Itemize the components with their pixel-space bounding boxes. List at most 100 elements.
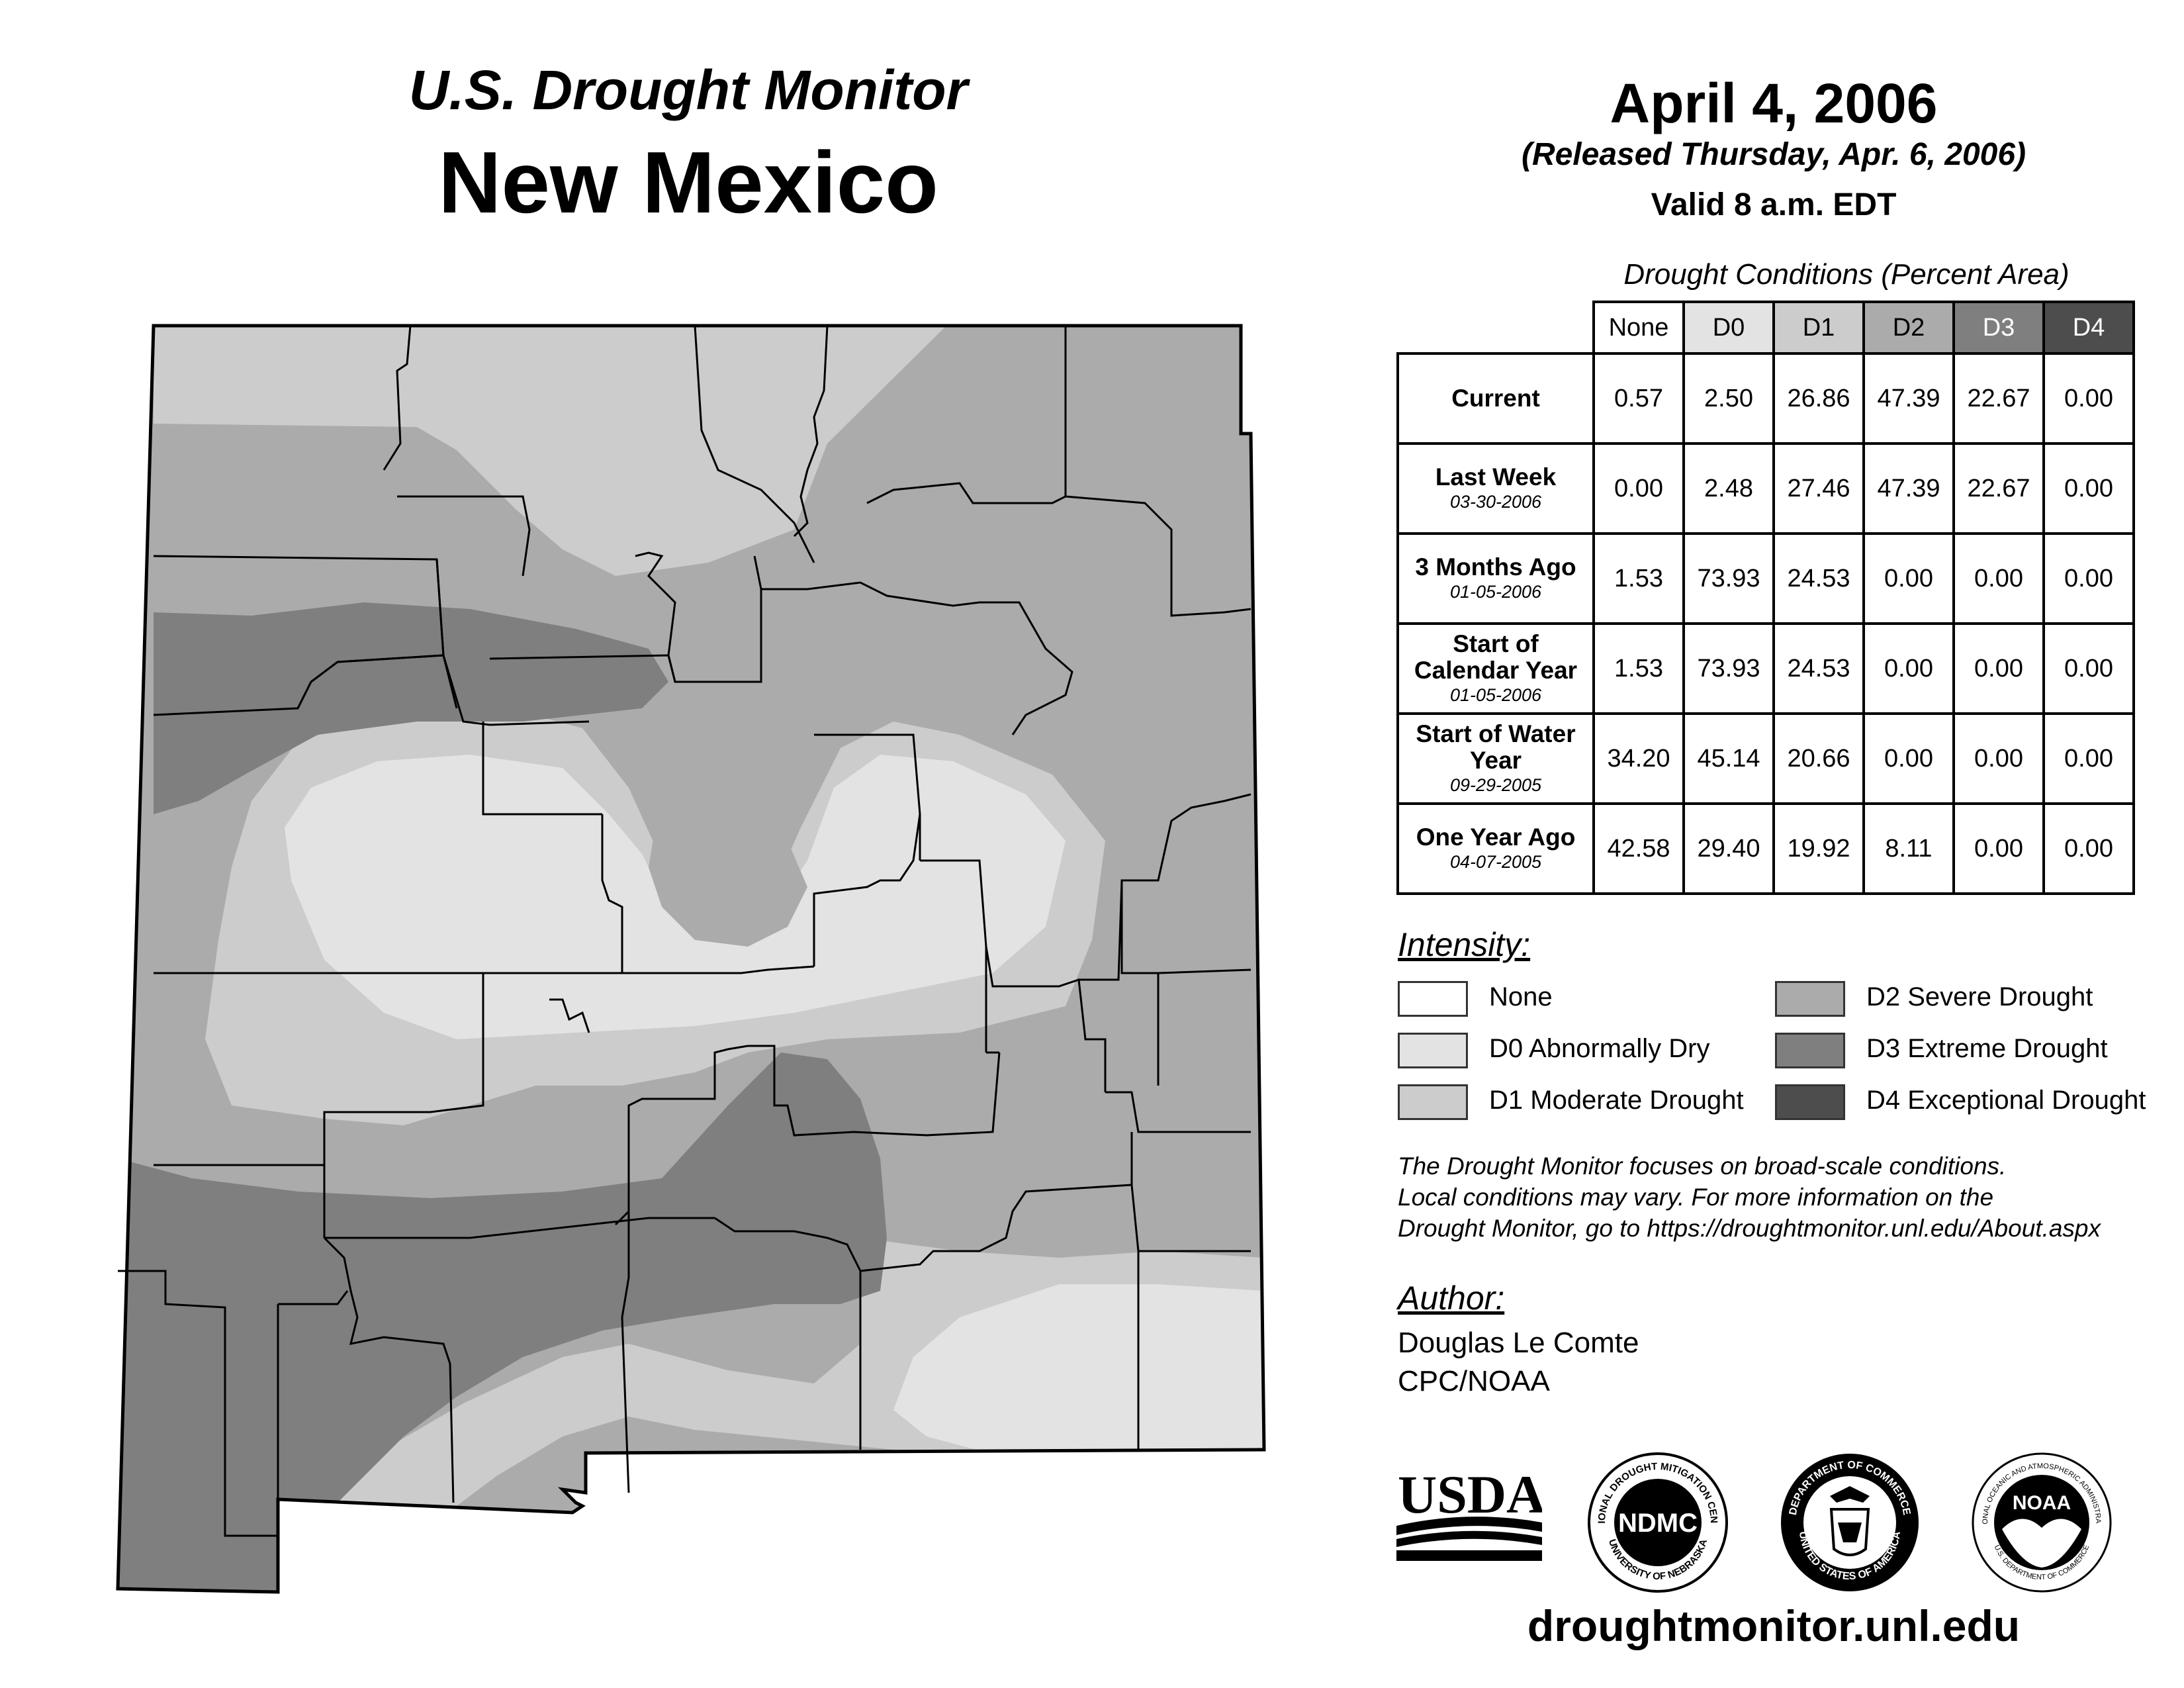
note-line: Drought Monitor, go to https://droughtmo… [1398,1215,2101,1242]
table-cell: 47.39 [1862,442,1955,535]
noaa-logo: NATIONAL OCEANIC AND ATMOSPHERIC ADMINIS… [1969,1450,2112,1593]
table-cell: 0.00 [1952,622,2045,715]
row-label: Start of Water Year 09-29-2005 [1396,712,1595,805]
table-cell: 42.58 [1592,802,1685,895]
table-cell: 0.57 [1592,352,1685,445]
usda-stripe [1396,1550,1542,1561]
row-label-text: 3 Months Ago [1415,553,1576,581]
release-date: (Released Thursday, Apr. 6, 2006) [1521,137,2026,172]
table-cell: 2.48 [1682,442,1775,535]
drought-d3-northwest [154,602,668,814]
ship-icon [1838,1523,1862,1542]
usda-stripe [1396,1517,1542,1535]
row-label-text: One Year Ago [1416,823,1576,851]
footer-url[interactable]: droughtmonitor.unl.edu [1527,1601,2021,1650]
row-date: 09-29-2005 [1449,775,1542,795]
drought-d2-center [649,801,807,947]
legend-swatch-d4 [1775,1084,1845,1120]
col-header-d2: D2 [1862,301,1955,355]
legend-label-d0: D0 Abnormally Dry [1489,1034,1710,1063]
legend-label-none: None [1489,982,1553,1011]
legend-label-d4: D4 Exceptional Drought [1866,1086,2146,1115]
table-cell: 0.00 [1862,532,1955,625]
note-line: The Drought Monitor focuses on broad-sca… [1398,1152,2007,1180]
usda-logo-text: USDA [1398,1464,1542,1524]
row-label-text: Current [1451,385,1540,412]
table-cell: 0.00 [2042,622,2135,715]
drought-conditions-table: None D0 D1 D2 D3 D4 Current 0.57 2.50 26… [1396,301,2135,895]
row-label: Current [1396,352,1595,445]
table-cell: 22.67 [1952,442,2045,535]
table-cell: 1.53 [1592,622,1685,715]
table-row-start-water-year: Start of Water Year 09-29-2005 34.20 45.1… [1396,712,2135,805]
row-label: Last Week 03-30-2006 [1396,442,1595,535]
row-label: 3 Months Ago 01-05-2006 [1396,532,1595,625]
legend-label-d2: D2 Severe Drought [1866,982,2093,1011]
author-name: Douglas Le Comte [1398,1327,1639,1359]
county-boundaries [118,325,1251,1537]
table-cell: 0.00 [2042,532,2135,625]
legend-swatch-d2 [1775,981,1845,1017]
legend-label-d3: D3 Extreme Drought [1866,1034,2108,1063]
table-cell: 27.46 [1772,442,1865,535]
usda-stripe [1396,1530,1542,1547]
table-row-one-year-ago: One Year Ago 04-07-2005 42.58 29.40 19.92… [1396,802,2135,895]
table-cell: 22.67 [1952,352,2045,445]
table-row-start-calendar-year: Start of Calendar Year 01-05-2006 1.53 73… [1396,622,2135,715]
table-cell: 29.40 [1682,802,1775,895]
usda-logo: USDA [1396,1464,1542,1561]
table-cell: 73.93 [1682,532,1775,625]
author-org: CPC/NOAA [1398,1365,1550,1397]
legend-swatch-d3 [1775,1033,1845,1068]
table-cell: 8.11 [1862,802,1955,895]
table-cell: 0.00 [1862,622,1955,715]
ndmc-logo: NATIONAL DROUGHT MITIGATION CENTER UNIVE… [1585,1450,1728,1593]
table-cell: 1.53 [1592,532,1685,625]
noaa-logo-text: NOAA [2013,1492,2071,1514]
drought-d3-southwest [118,1053,887,1592]
valid-time: Valid 8 a.m. EDT [1651,187,1897,222]
drought-d0-southeast [893,1284,1264,1463]
col-header-d0: D0 [1682,301,1775,355]
table-cell: 0.00 [2042,712,2135,805]
legend-title: Intensity: [1398,926,1531,963]
col-header-none: None [1592,301,1685,355]
table-cell: 0.00 [1952,802,2045,895]
row-date: 01-05-2006 [1449,582,1542,602]
row-label-text: Start of Calendar Year [1414,630,1578,684]
map-date: April 4, 2006 [1610,72,1938,134]
legend-swatch-d0 [1398,1033,1468,1068]
row-label-text: Last Week [1435,463,1557,491]
table-cell: 47.39 [1862,352,1955,445]
table-cell: 0.00 [1592,442,1685,535]
table-cell: 26.86 [1772,352,1865,445]
row-label-text: Start of Water Year [1416,720,1576,774]
table-caption: Drought Conditions (Percent Area) [1623,258,2070,291]
row-date: 04-07-2005 [1449,852,1542,872]
table-cell: 0.00 [1952,712,2045,805]
table-cell: 34.20 [1592,712,1685,805]
drought-d0-central [285,755,1066,1039]
table-cell: 45.14 [1682,712,1775,805]
table-row-last-week: Last Week 03-30-2006 0.00 2.48 27.46 47.3… [1396,442,2135,535]
disclaimer-note: The Drought Monitor focuses on broad-sca… [1398,1150,2159,1244]
table-cell: 0.00 [2042,352,2135,445]
col-header-d3: D3 [1952,301,2045,355]
seagull-icon [2002,1519,2081,1568]
table-cell: 0.00 [1952,532,2045,625]
legend-swatch-d1 [1398,1084,1468,1120]
table-cell: 24.53 [1772,532,1865,625]
table-cell: 0.00 [1862,712,1955,805]
row-date: 01-05-2006 [1449,685,1542,705]
legend-swatch-none [1398,981,1468,1017]
table-cell: 20.66 [1772,712,1865,805]
map-subtitle: U.S. Drought Monitor [408,59,968,121]
table-cell: 19.92 [1772,802,1865,895]
col-header-d1: D1 [1772,301,1865,355]
drought-map [116,324,1266,1594]
legend-label-d1: D1 Moderate Drought [1489,1086,1744,1115]
row-label: One Year Ago 04-07-2005 [1396,802,1595,895]
state-outline [116,324,1266,1594]
eagle-icon [1830,1486,1870,1503]
row-label: Start of Calendar Year 01-05-2006 [1396,622,1595,715]
